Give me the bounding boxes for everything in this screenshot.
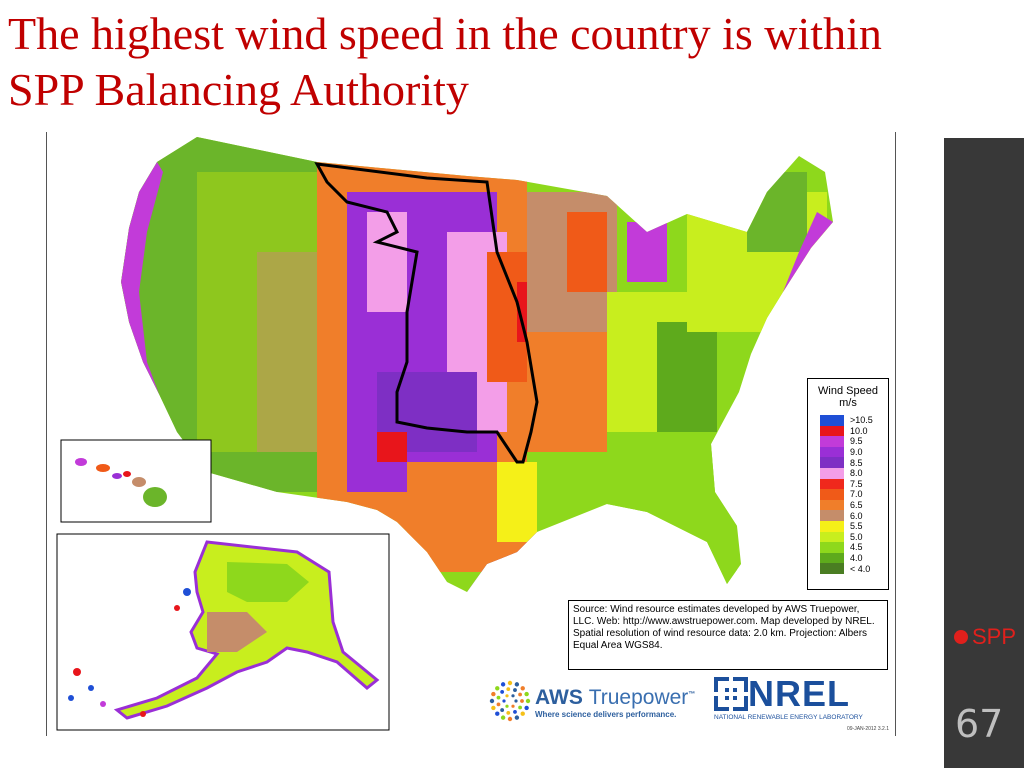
legend-swatch [820,457,844,468]
aws-name2: Truepower [588,685,689,709]
source-note: Source: Wind resource estimates develope… [568,600,888,670]
aws-truepower-logo: AWS Truepower™ Where science delivers pe… [489,680,695,722]
legend-item: 6.5 [820,499,888,511]
nrel-logo: NREL NATIONAL RENEWABLE ENERGY LABORATOR… [714,676,863,721]
date-stamp: 09-JAN-2012 3.2.1 [847,726,889,732]
legend-title: Wind Speed m/s [818,385,878,409]
lower48-map [121,137,833,592]
legend-label: 4.5 [850,542,863,553]
legend-label: >10.5 [850,415,873,426]
legend-swatch [820,425,844,437]
alaska-map [68,540,380,720]
legend-swatch [820,467,844,479]
legend-item: 5.5 [820,520,888,532]
wind-speed-legend: Wind Speed m/s >10.5 10.0 9.5 9.0 8.5 8.0 7.5 7… [807,378,889,590]
legend-swatch [820,520,844,532]
hawaii-islands [75,458,167,507]
slide-number: 67 [955,702,1004,746]
legend-item: 6.0 [820,510,888,521]
legend-swatch [820,552,844,564]
spp-logo: SPP [954,624,1016,650]
legend-swatch [820,531,844,543]
aws-tm: ™ [688,690,696,698]
nrel-mark-icon [714,677,748,711]
legend-label: 7.0 [850,489,863,500]
legend-swatch [820,499,844,511]
legend-label: 8.5 [850,457,863,468]
legend-item: 8.5 [820,457,888,468]
legend-item: 7.5 [820,478,888,490]
legend-label: 8.0 [850,468,863,479]
legend-swatch [820,478,844,490]
slide-title: The highest wind speed in the country is… [8,8,882,115]
legend-label: 9.0 [850,447,863,458]
legend-label: 6.0 [850,510,863,521]
wind-map-frame: Wind Speed m/s >10.5 10.0 9.5 9.0 8.5 8.0 7.5 7… [46,132,896,736]
legend-item: 9.0 [820,446,888,458]
legend-swatch [820,446,844,458]
legend-list: >10.5 10.0 9.5 9.0 8.5 8.0 7.5 7.0 6.5 6.0 5.5 5.0 4… [820,415,888,574]
legend-swatch [820,510,844,521]
legend-item: 10.0 [820,425,888,437]
aws-dots-icon [489,680,531,722]
legend-item: 4.0 [820,552,888,564]
legend-label: 5.0 [850,531,863,542]
legend-label: 6.5 [850,500,863,511]
legend-label: 5.5 [850,521,863,532]
legend-swatch [820,415,844,426]
spp-logo-text: SPP [972,624,1017,649]
legend-swatch [820,489,844,500]
legend-swatch [820,563,844,574]
legend-item: 7.0 [820,489,888,500]
legend-item: 5.0 [820,531,888,543]
legend-label: < 4.0 [850,563,871,574]
legend-item: >10.5 [820,415,888,426]
legend-label: 7.5 [850,478,863,489]
aws-tagline: Where science delivers performance. [535,709,677,719]
sidebar-panel [944,138,1024,768]
legend-label: 9.5 [850,436,863,447]
legend-label: 4.0 [850,553,863,564]
aws-name: AWS [535,685,583,709]
nrel-name: NREL [748,673,850,714]
legend-swatch [820,436,844,447]
legend-item: 9.5 [820,436,888,447]
spp-mark-icon [954,630,968,644]
nrel-subtitle: NATIONAL RENEWABLE ENERGY LABORATORY [714,714,863,721]
wind-resource-map [56,137,833,731]
legend-item: < 4.0 [820,563,888,574]
legend-item: 8.0 [820,467,888,479]
spp-boundary [314,162,539,464]
legend-item: 4.5 [820,542,888,553]
legend-label: 10.0 [850,425,868,436]
legend-swatch [820,542,844,553]
